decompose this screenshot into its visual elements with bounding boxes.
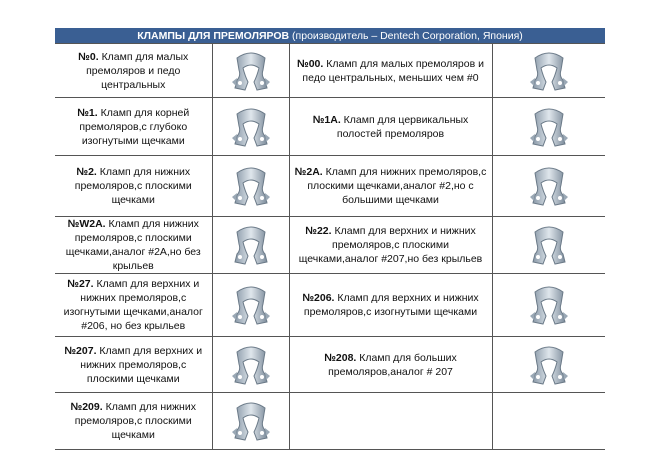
clamp-image-cell <box>492 43 605 98</box>
clamp-text: Кламп для верхних и нижних премоляров,с … <box>298 225 483 265</box>
clamp-description: №27. Кламп для верхних и нижних премоляр… <box>55 273 213 337</box>
clamp-description: №208. Кламп для больших премоляров,анало… <box>289 336 493 393</box>
clamp-image-cell <box>212 97 290 156</box>
clamp-image-cell <box>212 273 290 337</box>
clamp-image-cell <box>492 392 605 450</box>
clamp-description: №209. Кламп для нижних премоляров,с плос… <box>55 392 213 450</box>
clamp-description: №W2A. Кламп для нижних премоляров,с плос… <box>55 216 213 274</box>
clamp-code: №208. <box>324 351 357 364</box>
clamp-code: №2. <box>76 166 97 178</box>
clamp-image <box>496 48 603 94</box>
clamp-image <box>216 48 286 94</box>
clamp-image <box>496 222 603 268</box>
table-row: №W2A. Кламп для нижних премоляров,с плос… <box>55 216 605 274</box>
clamp-description: №22. Кламп для верхних и нижних премоляр… <box>289 216 493 274</box>
clamp-text: Кламп для верхних и нижних премоляров,с … <box>80 344 203 385</box>
clamp-image-cell <box>212 216 290 274</box>
clamp-image-cell <box>492 155 605 217</box>
table-row: №0. Кламп для малых премоляров и педо це… <box>55 43 605 98</box>
clamp-image-cell <box>212 155 290 217</box>
clamp-description: №2А. Кламп для нижних премоляров,с плоск… <box>289 155 493 217</box>
header-subtitle: (производитель – Dentech Corporation, Яп… <box>292 29 523 42</box>
clamp-text: Кламп для нижних премоляров,с плоскими щ… <box>74 166 192 206</box>
clamp-code: №206. <box>302 292 335 304</box>
clamp-code: №1. <box>77 106 98 119</box>
clamp-text: Кламп для малых премоляров и педо центра… <box>86 50 189 91</box>
clamp-code: №W2A. <box>67 218 106 230</box>
clamp-image-cell <box>492 273 605 337</box>
clamp-image <box>216 282 286 328</box>
clamp-image <box>496 163 603 209</box>
clamp-code: №207. <box>64 344 97 357</box>
table-row: №27. Кламп для верхних и нижних премоляр… <box>55 273 605 337</box>
clamp-code: №1А. <box>312 113 341 126</box>
clamp-text: Кламп для цервикальных полостей премоляр… <box>336 113 469 140</box>
clamp-image-cell <box>492 97 605 156</box>
clamp-description: №2. Кламп для нижних премоляров,с плоски… <box>55 155 213 217</box>
clamp-text: Кламп для больших премоляров,аналог # 20… <box>328 351 457 378</box>
clamp-image <box>496 282 603 328</box>
clamp-text: Кламп для корней премоляров,с глубоко из… <box>79 106 190 147</box>
header-title: КЛАМПЫ ДЛЯ ПРЕМОЛЯРОВ <box>137 29 290 42</box>
clamp-description <box>289 392 493 450</box>
table-row: №209. Кламп для нижних премоляров,с плос… <box>55 392 605 450</box>
clamp-description: №207. Кламп для верхних и нижних премоля… <box>55 336 213 393</box>
clamp-description: №00. Кламп для малых премоляров и педо ц… <box>289 43 493 98</box>
table-row: №2. Кламп для нижних премоляров,с плоски… <box>55 155 605 217</box>
clamp-image-cell <box>212 336 290 393</box>
table-row: №207. Кламп для верхних и нижних премоля… <box>55 336 605 393</box>
clamp-description: №1. Кламп для корней премоляров,с глубок… <box>55 97 213 156</box>
clamp-image-cell <box>492 216 605 274</box>
clamp-image <box>216 163 286 209</box>
clamp-text: Кламп для нижних премоляров,с плоскими щ… <box>65 218 201 272</box>
clamp-text: Кламп для нижних премоляров,с плоскими щ… <box>307 166 487 206</box>
clamp-description: №206. Кламп для верхних и нижних премоля… <box>289 273 493 337</box>
clamp-code: №209. <box>70 401 103 413</box>
clamp-image-cell <box>212 392 290 450</box>
clamp-description: №1А. Кламп для цервикальных полостей пре… <box>289 97 493 156</box>
clamp-image <box>496 342 603 388</box>
clamp-code: №2А. <box>294 166 323 178</box>
clamp-code: №27. <box>67 278 94 290</box>
clamp-image-cell <box>212 43 290 98</box>
clamp-code: №22. <box>305 225 332 237</box>
clamp-image <box>216 398 286 444</box>
clamp-code: №00. <box>297 57 324 70</box>
clamp-image-cell <box>492 336 605 393</box>
clamp-text: Кламп для малых премоляров и педо центра… <box>302 57 484 84</box>
table-row: №1. Кламп для корней премоляров,с глубок… <box>55 97 605 156</box>
clamp-image <box>216 342 286 388</box>
clamp-text: Кламп для нижних премоляров,с плоскими щ… <box>74 401 196 441</box>
clamp-image <box>496 104 603 150</box>
clamp-image <box>216 104 286 150</box>
table-header: КЛАМПЫ ДЛЯ ПРЕМОЛЯРОВ (производитель – D… <box>55 28 605 44</box>
clamp-text: Кламп для верхних и нижних премоляров,с … <box>303 292 479 318</box>
clamp-image <box>216 222 286 268</box>
premolar-clamps-table: КЛАМПЫ ДЛЯ ПРЕМОЛЯРОВ (производитель – D… <box>55 28 605 450</box>
clamp-code: №0. <box>78 50 99 63</box>
clamp-text: Кламп для верхних и нижних премоляров,с … <box>63 278 203 332</box>
clamp-description: №0. Кламп для малых премоляров и педо це… <box>55 43 213 98</box>
